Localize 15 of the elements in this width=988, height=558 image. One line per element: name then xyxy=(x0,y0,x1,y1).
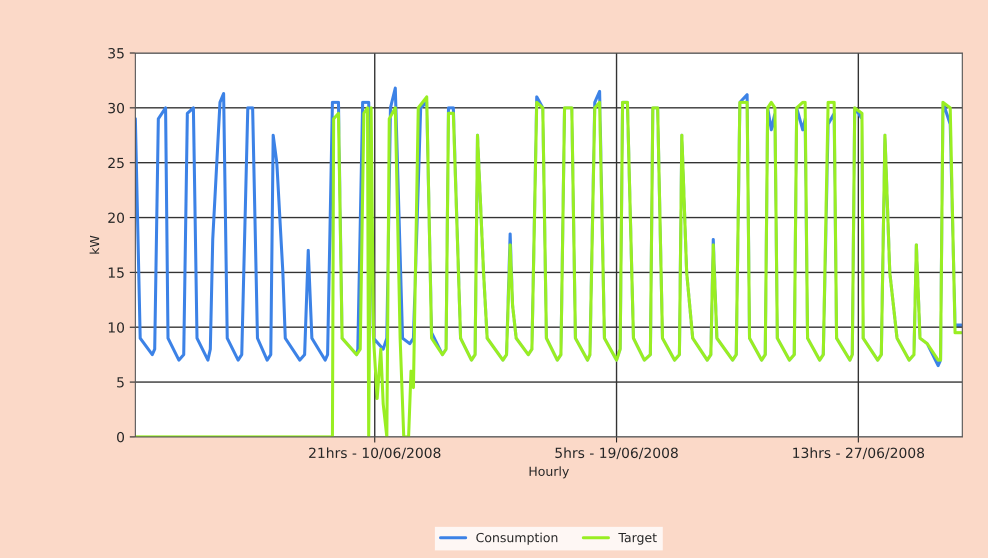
y-tick-label: 35 xyxy=(108,48,124,58)
y-tick-label: 0 xyxy=(117,432,124,442)
y-tick-label: 20 xyxy=(108,212,124,224)
legend-label: Consumption xyxy=(476,532,558,545)
x-tick-label: 21hrs - 10/06/2008 xyxy=(309,447,440,460)
y-tick-label: 25 xyxy=(108,158,124,168)
y-tick-label: 30 xyxy=(108,102,124,114)
y-tick-label: 5 xyxy=(117,377,124,388)
y-tick-label: 10 xyxy=(108,322,124,333)
y-tick-label: 15 xyxy=(108,268,124,278)
x-tick-label: 13hrs - 27/06/2008 xyxy=(793,447,924,460)
x-axis-title: Hourly xyxy=(530,466,569,478)
legend-label: Target xyxy=(618,533,657,545)
x-tick-label: 5hrs - 19/06/2008 xyxy=(555,447,678,460)
y-axis-title: kW xyxy=(90,236,100,254)
